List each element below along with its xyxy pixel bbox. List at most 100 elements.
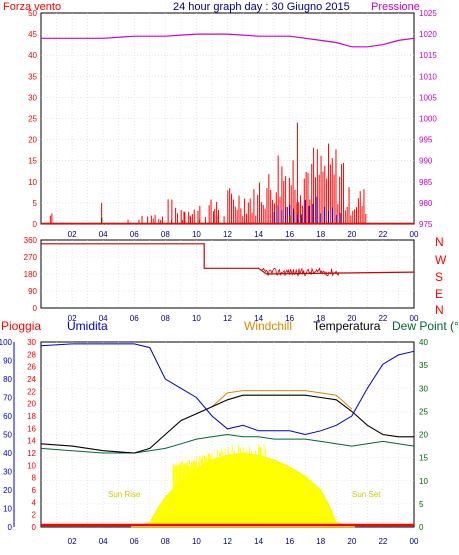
x-tick-label: 20 — [347, 537, 356, 546]
wind-bars — [41, 122, 414, 225]
temp-y-tick: 0 — [419, 523, 424, 532]
temp-y-tick: 40 — [419, 338, 428, 347]
humidity-y-tick: 40 — [3, 449, 12, 458]
wind-y-tick: 20 — [28, 136, 37, 145]
humidity-line — [40, 343, 415, 436]
solar-spikes — [172, 443, 266, 527]
pressure-y-tick: 990 — [419, 157, 433, 166]
x-tick-label: 00 — [410, 537, 419, 546]
x-tick-label: 06 — [130, 230, 139, 239]
direction-y-tick: 270 — [24, 253, 38, 262]
chart-title: 24 hour graph day : 30 Giugno 2015 — [173, 1, 350, 13]
compass-letter: W — [435, 253, 447, 267]
humidity-y-tick: 10 — [3, 505, 12, 514]
temp-y-tick: 30 — [419, 384, 428, 393]
x-tick-label: 02 — [68, 537, 77, 546]
x-tick-label: 14 — [254, 230, 263, 239]
pressure-y-tick: 985 — [419, 178, 433, 187]
temp-y-tick: 15 — [419, 454, 428, 463]
wind-y-tick: 0 — [33, 220, 38, 229]
rain-y-tick: 10 — [27, 461, 36, 470]
wind-y-tick: 45 — [28, 30, 37, 39]
sunrise-label: Sun Rise — [108, 490, 141, 499]
direction-y-tick: 360 — [24, 236, 38, 245]
x-tick-label: 12 — [223, 230, 232, 239]
x-tick-label: 20 — [347, 314, 356, 323]
temp-humidity-grid — [41, 342, 414, 527]
x-tick-label: 14 — [254, 537, 263, 546]
x-tick-label: 12 — [223, 314, 232, 323]
temperature-line — [40, 394, 414, 454]
rain-y-tick: 6 — [32, 486, 37, 495]
wind-y-tick: 50 — [28, 9, 37, 18]
x-tick-label: 08 — [161, 230, 170, 239]
x-tick-label: 00 — [410, 314, 419, 323]
rain-label: Pioggia — [1, 319, 41, 333]
pressure-y-tick: 1020 — [419, 30, 437, 39]
sunset-label: Sun Set — [352, 490, 381, 499]
x-tick-label: 18 — [316, 314, 325, 323]
wind-y-tick: 25 — [28, 115, 37, 124]
rain-y-tick: 24 — [27, 375, 36, 384]
rain-y-tick: 20 — [27, 400, 36, 409]
humidity-label: Umidita — [67, 319, 108, 333]
rain-y-tick: 26 — [27, 363, 36, 372]
temp-x-axis: 02 04 06 08 10 12 14 16 18 20 22 00 — [68, 537, 419, 546]
wind-y-tick: 30 — [28, 93, 37, 102]
rain-y-tick: 30 — [27, 338, 36, 347]
compass-letter: E — [435, 287, 443, 301]
x-tick-label: 04 — [99, 537, 108, 546]
x-tick-label: 16 — [285, 537, 294, 546]
temp-y-tick: 25 — [419, 407, 428, 416]
pressure-y-tick: 1005 — [419, 93, 437, 102]
humidity-y-tick: 0 — [8, 523, 13, 532]
x-tick-label: 06 — [130, 537, 139, 546]
x-tick-label: 02 — [68, 230, 77, 239]
x-tick-label: 04 — [99, 314, 108, 323]
pressure-y-tick: 980 — [419, 199, 433, 208]
temp-y-tick: 20 — [419, 431, 428, 440]
x-tick-label: 14 — [254, 314, 263, 323]
wind-y-tick: 40 — [28, 51, 37, 60]
x-tick-label: 16 — [285, 230, 294, 239]
x-tick-label: 08 — [161, 314, 170, 323]
temperature-y-axis: 0 5 10 15 20 25 30 35 40 — [419, 338, 428, 532]
pressure-y-tick: 975 — [419, 220, 433, 229]
rain-y-tick: 18 — [27, 412, 36, 421]
direction-y-tick: 0 — [33, 304, 38, 313]
humidity-y-tick: 90 — [3, 357, 12, 366]
x-tick-label: 02 — [68, 314, 77, 323]
humidity-y-axis: 0 10 20 30 40 50 60 70 80 90 100 — [0, 338, 15, 532]
x-tick-label: 00 — [410, 230, 419, 239]
wind-direction-y-axis: 360 270 180 90 0 — [24, 236, 38, 313]
pressure-y-tick: 995 — [419, 136, 433, 145]
pressure-y-tick: 1015 — [419, 51, 437, 60]
dewpoint-label: Dew Point (°C — [392, 319, 459, 333]
humidity-y-tick: 50 — [3, 431, 12, 440]
humidity-y-tick: 80 — [3, 375, 12, 384]
rain-y-tick: 2 — [32, 511, 37, 520]
x-tick-label: 18 — [316, 537, 325, 546]
temp-y-tick: 5 — [419, 500, 424, 509]
wind-y-tick: 10 — [28, 178, 37, 187]
humidity-y-tick: 20 — [3, 486, 12, 495]
wind-y-tick: 5 — [33, 199, 38, 208]
humidity-y-tick: 60 — [3, 412, 12, 421]
pressure-y-tick: 1025 — [419, 9, 437, 18]
temperature-label: Temperatura — [313, 319, 381, 333]
x-tick-label: 12 — [223, 537, 232, 546]
rain-y-tick: 8 — [32, 474, 37, 483]
windchill-line — [196, 390, 353, 415]
x-tick-label: 10 — [192, 230, 201, 239]
compass-letter: N — [435, 235, 444, 249]
x-tick-label: 20 — [347, 230, 356, 239]
rain-y-tick: 0 — [32, 523, 37, 532]
direction-y-tick: 180 — [24, 270, 38, 279]
wind-x-axis: 02 04 06 08 10 12 14 16 18 20 22 00 — [68, 230, 419, 239]
compass-letter: S — [435, 270, 443, 284]
rain-y-tick: 4 — [32, 498, 37, 507]
wind-y-axis: 0 5 10 15 20 25 30 35 40 45 50 — [28, 9, 37, 229]
